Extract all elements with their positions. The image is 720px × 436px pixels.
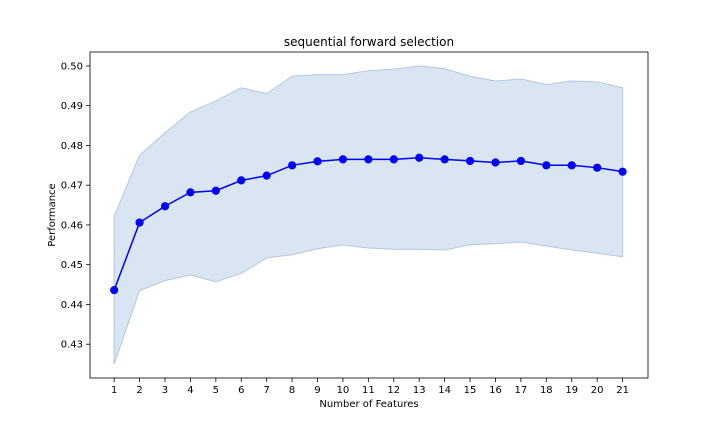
x-tick-label: 13 xyxy=(413,385,426,396)
data-point xyxy=(465,156,475,166)
x-tick-label: 3 xyxy=(162,385,168,396)
chart-title: sequential forward selection xyxy=(284,35,454,49)
data-point xyxy=(389,155,398,164)
x-tick-label: 16 xyxy=(489,385,502,396)
x-tick-label: 18 xyxy=(540,385,553,396)
y-tick-label: 0.44 xyxy=(61,300,83,311)
x-tick-label: 11 xyxy=(362,385,375,396)
x-tick-label: 8 xyxy=(289,385,295,396)
x-tick-label: 20 xyxy=(591,385,604,396)
x-tick-label: 1 xyxy=(111,385,117,396)
y-tick-label: 0.45 xyxy=(61,260,83,271)
y-tick-label: 0.46 xyxy=(61,220,83,231)
data-point xyxy=(135,218,144,227)
y-axis-label: Performance xyxy=(47,183,58,246)
data-point xyxy=(237,176,246,185)
data-point xyxy=(440,155,449,164)
data-point xyxy=(211,186,220,195)
x-axis-label: Number of Features xyxy=(319,399,418,410)
data-point xyxy=(516,156,525,166)
data-point xyxy=(593,163,602,172)
confidence-band xyxy=(113,65,624,365)
x-tick-label: 17 xyxy=(515,385,528,396)
data-point xyxy=(160,202,170,211)
data-point xyxy=(618,167,627,176)
data-point xyxy=(288,161,297,170)
y-tick-label: 0.49 xyxy=(61,101,83,112)
data-point xyxy=(491,158,500,167)
y-tick-label: 0.43 xyxy=(61,340,83,351)
x-tick-label: 12 xyxy=(387,385,400,396)
y-tick-label: 0.50 xyxy=(61,61,83,72)
data-point xyxy=(542,161,551,170)
x-axis: 1 2 3 4 5 6 7 8 9 10 11 12 13 14 15 16 17 18 19 20 21 xyxy=(111,378,629,396)
x-tick-label: 19 xyxy=(565,385,578,396)
x-tick-label: 6 xyxy=(238,385,244,396)
y-tick-label: 0.48 xyxy=(61,141,83,152)
data-point xyxy=(364,155,373,164)
data-point xyxy=(110,286,119,295)
x-tick-label: 21 xyxy=(616,385,629,396)
x-tick-label: 14 xyxy=(438,385,451,396)
x-tick-label: 7 xyxy=(263,385,269,396)
y-axis: 0.43 0.44 0.45 0.46 0.47 0.48 0.49 0.50 xyxy=(61,61,90,351)
data-point xyxy=(567,161,576,170)
data-point xyxy=(313,157,322,166)
plot-area-frame xyxy=(89,51,649,379)
x-tick-label: 4 xyxy=(187,385,193,396)
x-tick-label: 15 xyxy=(464,385,477,396)
data-point xyxy=(415,153,424,162)
y-tick-label: 0.47 xyxy=(61,181,83,192)
x-tick-label: 9 xyxy=(314,385,320,396)
x-tick-label: 2 xyxy=(136,385,142,396)
data-point xyxy=(338,155,348,164)
data-point xyxy=(186,188,195,197)
x-tick-label: 10 xyxy=(337,385,350,396)
x-tick-label: 5 xyxy=(213,385,219,396)
data-point xyxy=(262,171,271,180)
